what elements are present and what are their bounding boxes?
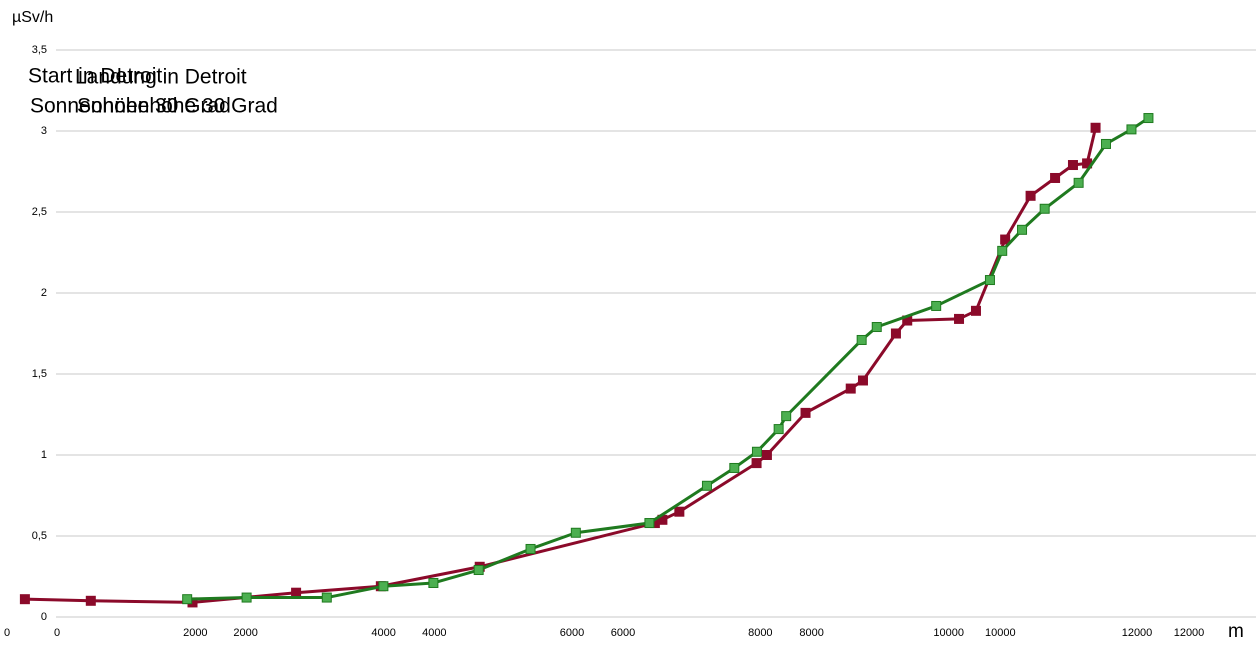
series-title: Start in Detroit	[28, 65, 162, 88]
y-tick-label: 2,5	[32, 206, 47, 218]
series-marker	[19, 594, 30, 605]
series-marker	[931, 300, 942, 311]
x-tick-label: 10000	[985, 627, 1016, 639]
series-marker	[954, 313, 965, 324]
series-line	[24, 127, 1098, 604]
x-tick-label: 4000	[422, 627, 446, 639]
series-marker	[970, 305, 981, 316]
series-marker	[701, 480, 712, 491]
series-marker	[182, 594, 193, 605]
series-marker	[1017, 224, 1028, 235]
series-marker	[428, 577, 439, 588]
series-marker	[1073, 177, 1084, 188]
series-marker	[1090, 122, 1101, 133]
series-marker	[729, 462, 740, 473]
series-marker	[1050, 172, 1061, 183]
y-tick-label: 1	[41, 449, 47, 461]
x-tick-label: 12000	[1174, 627, 1205, 639]
series-subtitle: Sonnenhöhe 30 Grad	[30, 95, 231, 118]
y-tick-label: 0,5	[32, 530, 47, 542]
x-tick-label: 0	[4, 627, 10, 639]
series-marker	[1100, 138, 1111, 149]
series-marker	[525, 543, 536, 554]
series-marker	[781, 411, 792, 422]
series-marker	[241, 592, 252, 603]
series-marker	[1039, 203, 1050, 214]
series-marker	[997, 245, 1008, 256]
series-marker	[321, 592, 332, 603]
series-marker	[751, 458, 762, 469]
series-marker	[1143, 113, 1154, 124]
series-marker	[1000, 234, 1011, 245]
series-marker	[845, 383, 856, 394]
x-tick-label: 4000	[371, 627, 395, 639]
x-axis-label: m	[1228, 621, 1244, 642]
series-marker	[85, 595, 96, 606]
series-marker	[773, 424, 784, 435]
series-marker	[751, 446, 762, 457]
series-marker	[1067, 160, 1078, 171]
series-marker	[473, 565, 484, 576]
series-title: Landung in Detroit	[75, 66, 247, 89]
y-axis-label: µSv/h	[12, 9, 53, 26]
x-tick-label: 10000	[933, 627, 964, 639]
series-marker	[871, 322, 882, 333]
x-tick-label: 0	[54, 627, 60, 639]
series-marker	[856, 334, 867, 345]
series-marker	[890, 328, 901, 339]
series-marker	[644, 518, 655, 529]
series-marker	[570, 527, 581, 538]
series-marker	[1126, 124, 1137, 135]
x-tick-label: 6000	[611, 627, 635, 639]
series-marker	[674, 506, 685, 517]
series-marker	[857, 375, 868, 386]
series-marker	[800, 407, 811, 418]
x-tick-label: 2000	[233, 627, 257, 639]
y-tick-label: 3,5	[32, 44, 47, 56]
series-marker	[1025, 190, 1036, 201]
x-tick-label: 2000	[183, 627, 207, 639]
y-tick-label: 3	[41, 125, 47, 137]
y-tick-label: 0	[41, 611, 47, 623]
y-tick-label: 1,5	[32, 368, 47, 380]
series-marker	[984, 275, 995, 286]
x-tick-label: 12000	[1122, 627, 1153, 639]
x-tick-label: 8000	[748, 627, 772, 639]
series-line	[187, 116, 1150, 601]
series-marker	[291, 587, 302, 598]
series-marker	[761, 450, 772, 460]
x-tick-label: 8000	[799, 627, 823, 639]
series-marker	[378, 581, 389, 592]
series-subtitle: Sonnenhöhe 30 Grad	[77, 95, 278, 118]
y-tick-label: 2	[41, 287, 47, 299]
x-tick-label: 6000	[560, 627, 584, 639]
